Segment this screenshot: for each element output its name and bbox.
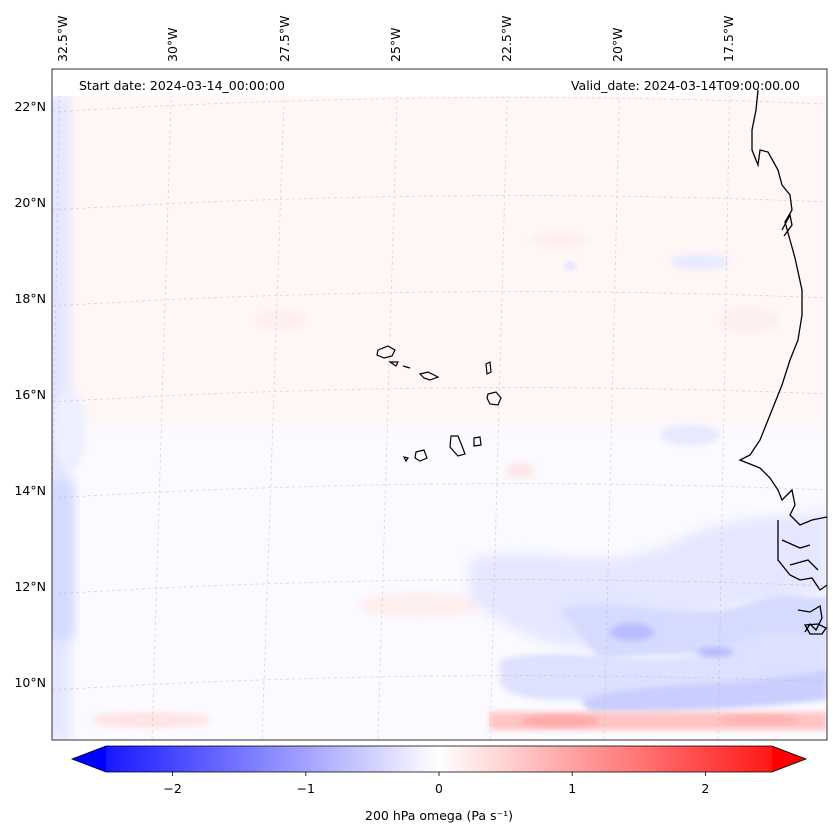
lon-label-25w: 25°W — [388, 27, 403, 62]
lat-label-16n: 16°N — [14, 387, 46, 402]
lat-label-22n: 22°N — [14, 99, 46, 114]
lon-label-22-5w: 22.5°W — [499, 16, 514, 62]
lon-label-27-5w: 27.5°W — [277, 16, 292, 62]
colorbar-high-extend — [772, 746, 806, 772]
colorbar-body — [72, 746, 806, 772]
header-strip — [53, 70, 826, 96]
map-frame — [51, 68, 828, 741]
valid-date-label: Valid_date: 2024-03-14T09:00:00.00 — [571, 78, 800, 93]
colorbar-ticks: −2 −1 0 1 2 — [163, 772, 709, 796]
colorbar-tick-label: 0 — [435, 781, 443, 796]
colorbar: −2 −1 0 1 2 200 hPa omega (Pa s⁻¹) — [70, 745, 808, 823]
lon-label-30w: 30°W — [165, 27, 180, 62]
lon-label-17-5w: 17.5°W — [721, 16, 736, 62]
coastline — [738, 89, 827, 635]
lat-label-20n: 20°N — [14, 195, 46, 210]
start-date-label: Start date: 2024-03-14_00:00:00 — [79, 78, 285, 93]
colorbar-tick-label: 2 — [701, 781, 709, 796]
graticule — [52, 69, 827, 740]
colorbar-tick-label: 1 — [568, 781, 576, 796]
lat-label-18n: 18°N — [14, 291, 46, 306]
lon-label-20w: 20°W — [610, 27, 625, 62]
colorbar-label: 200 hPa omega (Pa s⁻¹) — [365, 808, 513, 823]
colorbar-outline — [70, 745, 808, 773]
map-panel — [51, 68, 828, 741]
colorbar-tick-label: −1 — [297, 781, 315, 796]
lat-label-14n: 14°N — [14, 483, 46, 498]
lon-label-32-5w: 32.5°W — [55, 16, 70, 62]
colorbar-low-extend — [72, 746, 106, 772]
lat-label-10n: 10°N — [14, 675, 46, 690]
cape-verde-islands — [376, 345, 502, 463]
omega-field — [52, 95, 827, 740]
lat-label-12n: 12°N — [14, 579, 46, 594]
colorbar-tick-label: −2 — [163, 781, 181, 796]
